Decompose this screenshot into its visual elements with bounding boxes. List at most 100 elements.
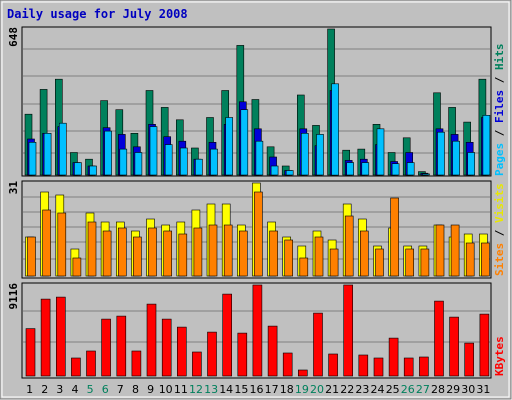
visits-ymax-label: 31 (7, 181, 20, 195)
x-axis-label-8: 8 (132, 383, 139, 396)
kbytes-kbytes-bar-29 (449, 316, 459, 377)
visits-sites-bar-18 (284, 239, 294, 277)
hits-pages-bar-27 (422, 173, 430, 176)
kbytes-kbytes-bar-20 (313, 312, 323, 377)
kbytes-kbytes-bar-14 (222, 293, 232, 377)
hits-pages-bar-21 (331, 83, 339, 176)
x-axis-label-19: 19 (295, 383, 309, 396)
x-axis-label-16: 16 (250, 383, 264, 396)
kbytes-kbytes-bar-27 (419, 356, 429, 377)
kbytes-kbytes-bar-19 (297, 369, 308, 377)
hits-pages-bar-9 (149, 126, 158, 176)
legend-files: Files (493, 90, 506, 123)
visits-sites-bar-2 (42, 209, 51, 277)
hits-pages-bar-24 (376, 128, 385, 176)
hits-pages-bar-5 (89, 165, 97, 176)
visits-sites-bar-20 (314, 236, 324, 277)
x-axis-label-23: 23 (355, 383, 369, 396)
hits-pages-bar-25 (391, 163, 400, 176)
x-axis-label-29: 29 (446, 383, 460, 396)
hits-pages-bar-23 (361, 162, 370, 176)
hits-pages-bar-13 (210, 148, 218, 176)
x-axis-label-17: 17 (265, 383, 279, 396)
visits-sites-bar-28 (435, 224, 445, 277)
hits-pages-bar-31 (482, 115, 491, 176)
visits-sites-bar-21 (329, 248, 339, 277)
kbytes-kbytes-bar-25 (388, 337, 399, 377)
kbytes-kbytes-bar-2 (40, 298, 51, 377)
kbytes-kbytes-bar-10 (161, 318, 172, 377)
kbytes-kbytes-bar-24 (373, 357, 384, 377)
visits-legend: Sites / Visits (493, 183, 506, 276)
kbytes-kbytes-bar-3 (55, 296, 66, 377)
visits-sites-bar-9 (148, 227, 157, 277)
visits-sites-bar-31 (481, 242, 490, 277)
kbytes-legend: KBytes (493, 336, 506, 376)
hits-pages-bar-12 (195, 158, 203, 176)
kbytes-kbytes-bar-8 (131, 350, 142, 377)
x-axis-label-10: 10 (159, 383, 173, 396)
hits-pages-bar-22 (346, 162, 355, 176)
visits-sites-bar-13 (208, 224, 218, 277)
visits-sites-bar-5 (87, 221, 97, 277)
x-axis-label-28: 28 (431, 383, 445, 396)
visits-sites-bar-4 (72, 257, 82, 277)
kbytes-kbytes-bar-30 (464, 342, 475, 377)
visits-sites-bar-19 (299, 257, 309, 277)
legend-sep-2: / (493, 70, 506, 90)
visits-sites-bar-25 (390, 197, 399, 277)
kbytes-kbytes-bar-5 (86, 350, 96, 377)
chart-title: Daily usage for July 2008 (7, 7, 188, 21)
visits-sites-bar-7 (118, 227, 127, 277)
hits-pages-bar-18 (285, 170, 294, 176)
kbytes-kbytes-bar-11 (177, 326, 187, 377)
kbytes-kbytes-bar-17 (267, 325, 278, 377)
hits-pages-bar-30 (467, 152, 476, 176)
visits-sites-bar-26 (405, 248, 415, 277)
visits-sites-bar-30 (465, 242, 475, 277)
hits-pages-bar-19 (300, 133, 309, 176)
hits-panel-bars (24, 28, 491, 176)
hits-pages-bar-29 (452, 140, 460, 176)
visits-sites-bar-15 (239, 230, 248, 277)
visits-sites-bar-8 (133, 236, 142, 277)
x-axis-label-18: 18 (280, 383, 294, 396)
kbytes-panel-bars (25, 284, 490, 377)
x-axis-label-13: 13 (204, 383, 218, 396)
x-axis-label-5: 5 (87, 383, 94, 396)
x-axis-label-22: 22 (340, 383, 354, 396)
hits-pages-bar-8 (134, 152, 143, 176)
kbytes-kbytes-bar-7 (116, 315, 127, 377)
hits-pages-bar-20 (316, 134, 324, 176)
hits-pages-bar-10 (164, 144, 173, 176)
svg-text:KBytes: KBytes (493, 336, 506, 376)
x-axis-label-26: 26 (401, 383, 415, 396)
legend-pages: Pages (493, 143, 506, 176)
kbytes-kbytes-bar-13 (207, 331, 217, 377)
legend-sites: Sites (493, 243, 506, 276)
visits-sites-bar-14 (223, 224, 233, 277)
visits-sites-bar-1 (27, 236, 36, 277)
visits-sites-bar-11 (178, 233, 188, 277)
legend-sep-1: / (493, 123, 506, 143)
kbytes-kbytes-bar-22 (343, 284, 354, 377)
hits-pages-bar-26 (406, 162, 415, 176)
legend-sep-3: / (493, 223, 506, 243)
legend-visits: Visits (493, 183, 506, 223)
svg-text:Sites / Visits: Sites / Visits (493, 183, 506, 276)
x-axis-label-14: 14 (219, 383, 233, 396)
x-axis-label-1: 1 (26, 383, 33, 396)
hits-pages-bar-6 (104, 130, 112, 176)
kbytes-kbytes-bar-12 (192, 351, 202, 377)
kbytes-ymax-label: 9116 (7, 283, 20, 310)
visits-sites-bar-27 (420, 248, 430, 277)
svg-text:Pages / Files / Hits: Pages / Files / Hits (493, 44, 506, 177)
x-axis-label-2: 2 (41, 383, 48, 396)
x-axis-label-9: 9 (147, 383, 154, 396)
kbytes-kbytes-bar-1 (25, 328, 36, 377)
hits-pages-bar-4 (74, 162, 82, 176)
x-axis-label-20: 20 (310, 383, 324, 396)
visits-sites-bar-16 (254, 191, 263, 277)
kbytes-kbytes-bar-18 (282, 352, 293, 377)
